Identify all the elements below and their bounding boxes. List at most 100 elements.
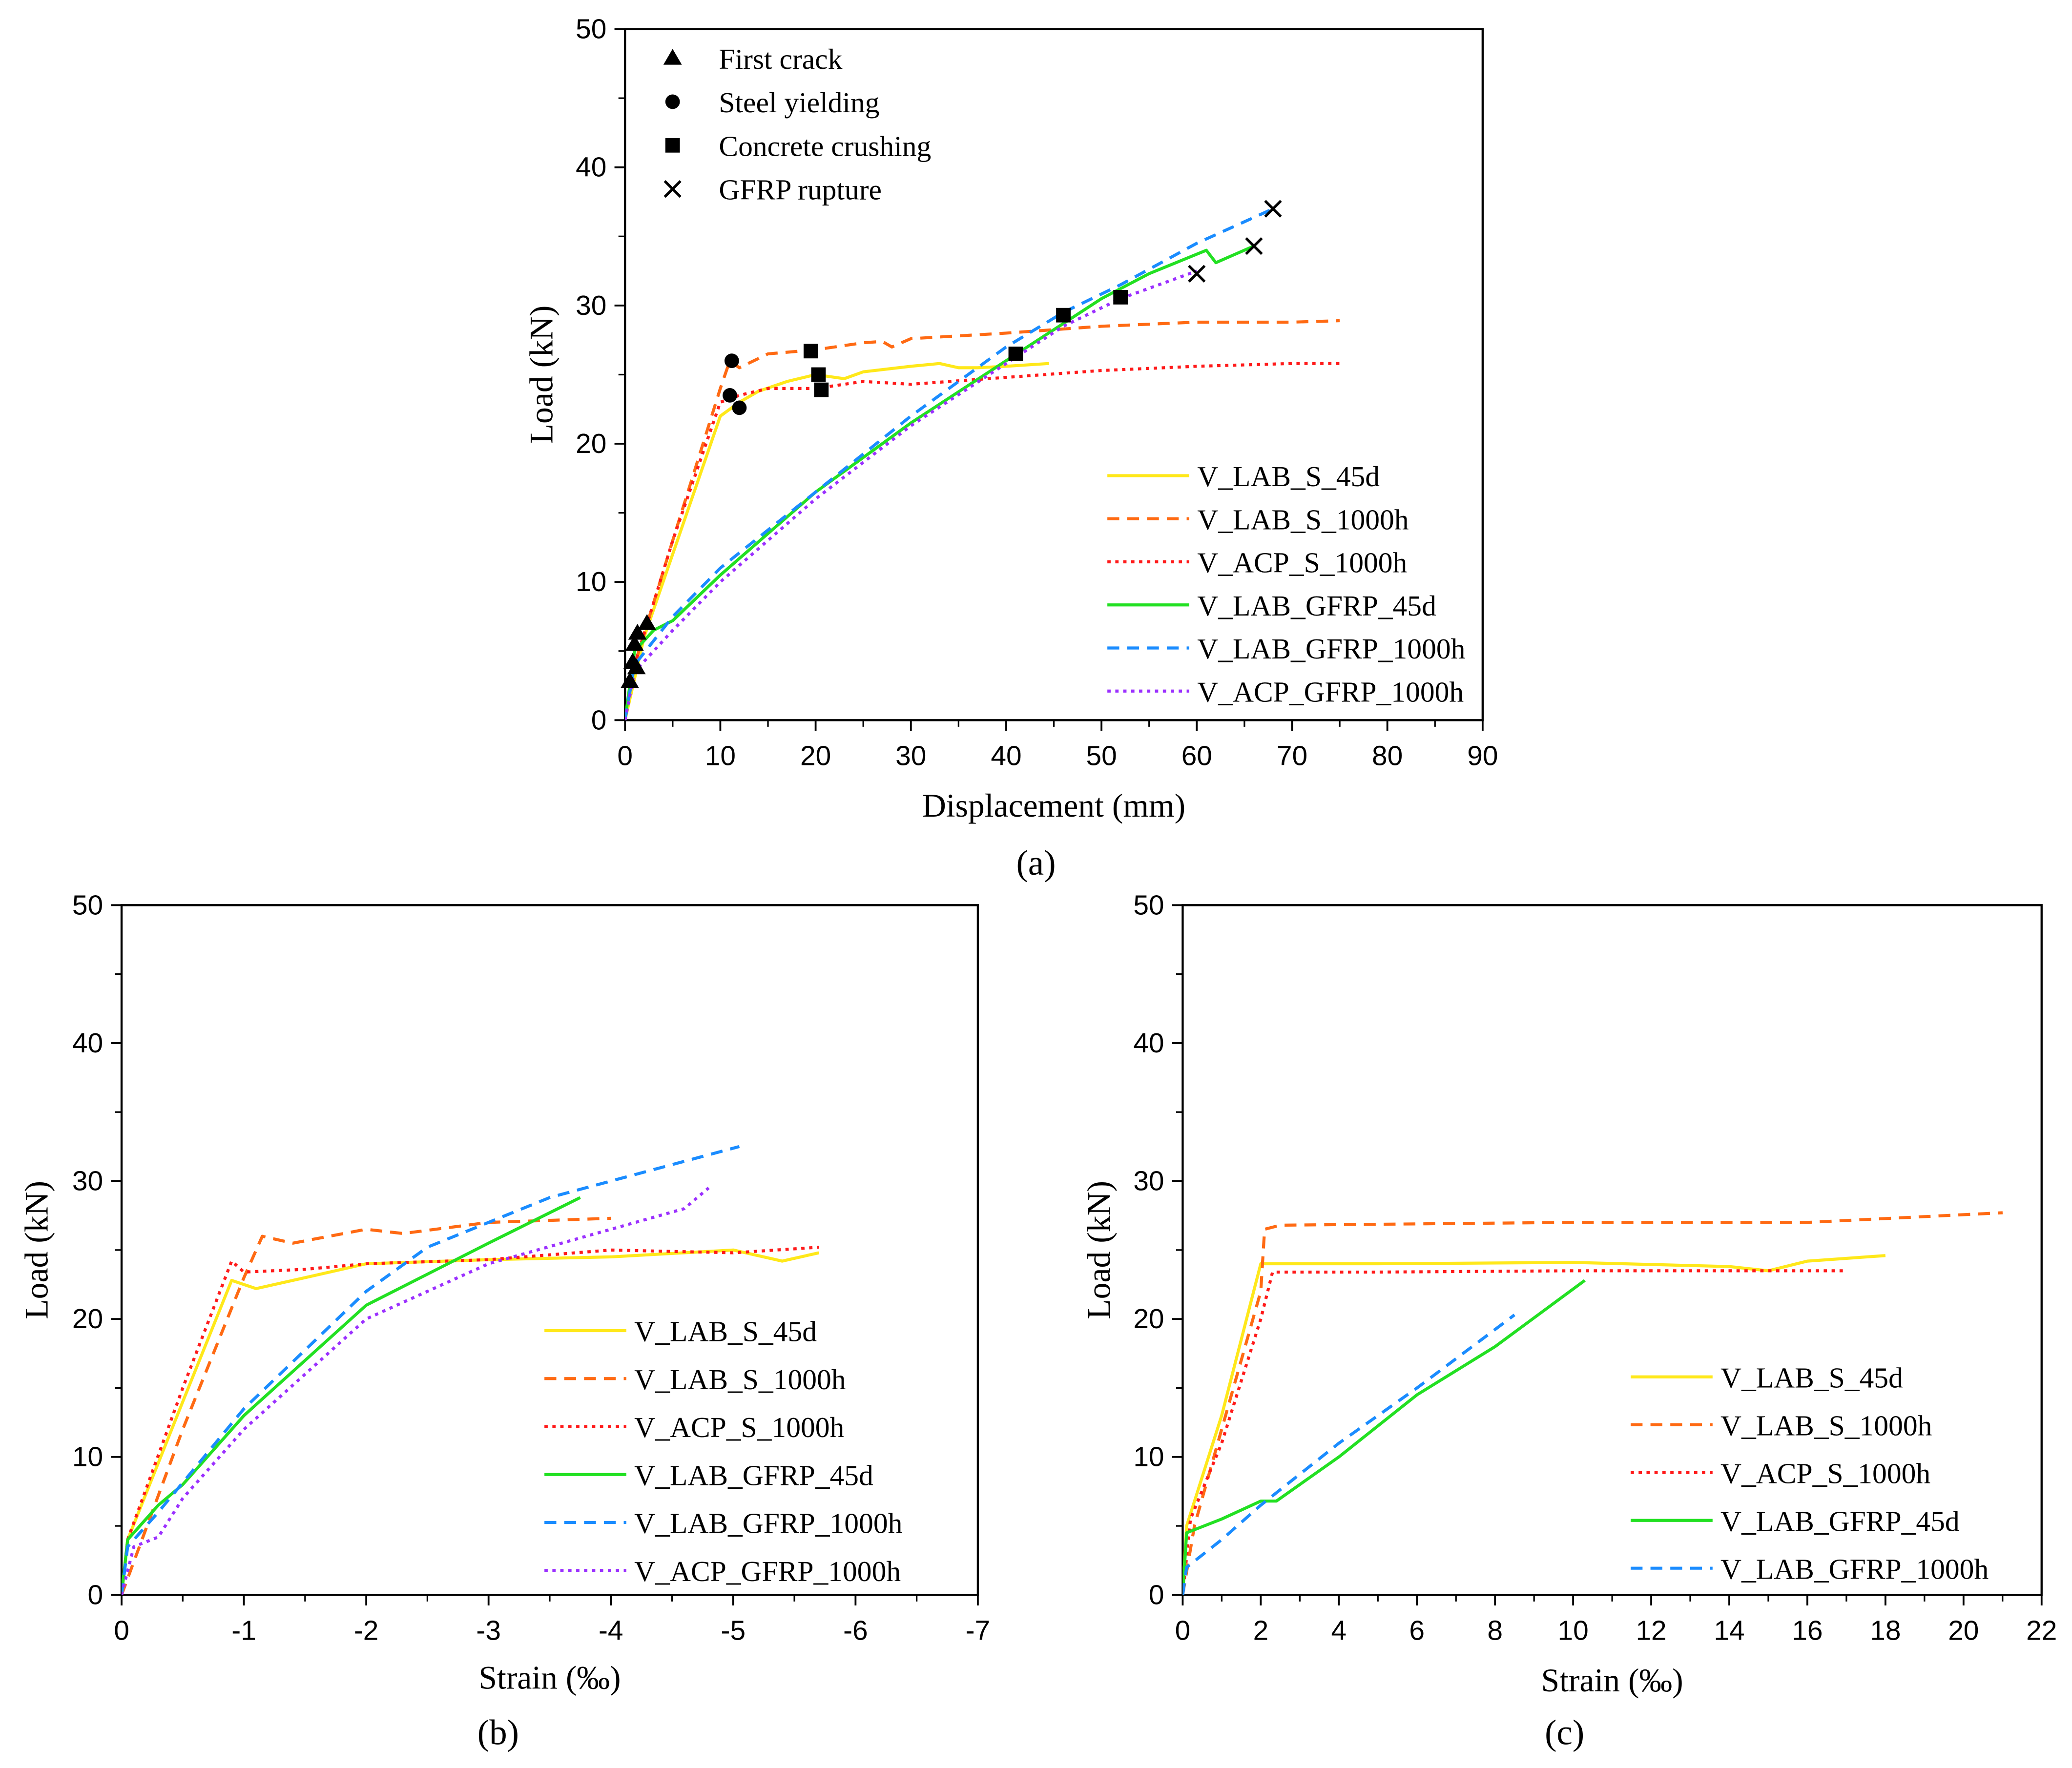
x-tick-label: 60 bbox=[1181, 740, 1212, 771]
y-axis-label: Load (kN) bbox=[18, 1181, 55, 1319]
y-tick-label: 40 bbox=[72, 1028, 103, 1059]
legend-label: V_LAB_S_45d bbox=[1720, 1361, 1903, 1394]
x-tick-label: 18 bbox=[1870, 1615, 1901, 1646]
series-line-V_LAB_GFRP_1000h bbox=[122, 1145, 740, 1595]
legend-label: V_ACP_S_1000h bbox=[634, 1411, 844, 1443]
x-axis-label: Strain (‰) bbox=[1541, 1662, 1683, 1699]
y-tick-label: 50 bbox=[1133, 890, 1164, 921]
legend-label: V_LAB_S_1000h bbox=[1197, 503, 1409, 535]
marker-square bbox=[1008, 347, 1023, 361]
legend-label: V_LAB_GFRP_1000h bbox=[634, 1507, 902, 1540]
y-tick-label: 50 bbox=[72, 890, 103, 921]
x-tick-label: -2 bbox=[354, 1615, 379, 1646]
y-axis-label: Load (kN) bbox=[1081, 1181, 1118, 1319]
series-line-V_ACP_S_1000h bbox=[122, 1246, 819, 1595]
y-tick-label: 50 bbox=[576, 14, 606, 45]
x-tick-label: 22 bbox=[2026, 1615, 2057, 1646]
x-tick-label: 90 bbox=[1467, 740, 1498, 771]
marker-triangle bbox=[625, 635, 644, 651]
x-tick-label: 0 bbox=[1175, 1615, 1191, 1646]
legend-label: V_LAB_GFRP_45d bbox=[1720, 1505, 1960, 1537]
series-line-V_LAB_S_45d bbox=[625, 362, 1049, 720]
x-tick-label: -1 bbox=[231, 1615, 256, 1646]
marker-cross bbox=[1264, 200, 1282, 218]
marker-legend-label: Concrete crushing bbox=[719, 130, 931, 162]
marker-legend-triangle-icon bbox=[663, 49, 682, 65]
legend-label: V_ACP_GFRP_1000h bbox=[1197, 676, 1464, 708]
x-tick-label: 10 bbox=[705, 740, 736, 771]
y-tick-label: 30 bbox=[1133, 1166, 1164, 1196]
y-tick-label: 10 bbox=[72, 1442, 103, 1473]
x-tick-label: 20 bbox=[800, 740, 831, 771]
x-axis-label: Strain (‰) bbox=[478, 1660, 621, 1696]
marker-triangle bbox=[627, 658, 646, 675]
y-tick-label: 0 bbox=[591, 705, 607, 736]
legend-label: V_ACP_S_1000h bbox=[1197, 547, 1407, 579]
legend-label: V_LAB_GFRP_1000h bbox=[1720, 1553, 1989, 1585]
y-tick-label: 40 bbox=[1133, 1028, 1164, 1059]
legend-label: V_LAB_S_1000h bbox=[1720, 1409, 1932, 1441]
marker-legend-label: Steel yielding bbox=[719, 86, 879, 119]
y-tick-label: 10 bbox=[576, 567, 606, 597]
series-line-V_LAB_GFRP_45d bbox=[122, 1196, 581, 1595]
legend-label: V_ACP_GFRP_1000h bbox=[634, 1555, 901, 1587]
x-tick-label: 4 bbox=[1331, 1615, 1347, 1646]
x-tick-label: 70 bbox=[1277, 740, 1307, 771]
series-line-V_LAB_S_45d bbox=[1182, 1254, 1886, 1595]
x-tick-label: 6 bbox=[1409, 1615, 1425, 1646]
series-line-V_ACP_GFRP_1000h bbox=[122, 1187, 710, 1595]
marker-square bbox=[1113, 289, 1128, 305]
legend-label: V_LAB_S_1000h bbox=[634, 1363, 846, 1396]
legend-label: V_LAB_S_45d bbox=[1197, 460, 1380, 493]
x-tick-label: -3 bbox=[476, 1615, 501, 1646]
chart-caption: (b) bbox=[477, 1712, 519, 1752]
y-tick-label: 0 bbox=[1149, 1580, 1164, 1610]
x-tick-label: 2 bbox=[1253, 1615, 1269, 1646]
x-tick-label: 40 bbox=[991, 740, 1021, 771]
marker-square bbox=[814, 382, 829, 397]
x-tick-label: 14 bbox=[1714, 1615, 1744, 1646]
x-tick-label: 80 bbox=[1372, 740, 1403, 771]
x-tick-label: -5 bbox=[721, 1615, 746, 1646]
x-tick-label: 20 bbox=[1948, 1615, 1979, 1646]
x-tick-label: -4 bbox=[599, 1615, 623, 1646]
y-axis-label: Load (kN) bbox=[523, 306, 559, 444]
y-tick-label: 20 bbox=[576, 429, 606, 459]
chart-caption: (a) bbox=[1016, 843, 1056, 883]
x-tick-label: 0 bbox=[114, 1615, 129, 1646]
x-tick-label: -6 bbox=[843, 1615, 868, 1646]
x-tick-label: 16 bbox=[1792, 1615, 1823, 1646]
marker-cross bbox=[1245, 237, 1263, 255]
marker-circle bbox=[732, 400, 747, 415]
chart-a: 0 10 20 30 40 50 60 70 80 90 0 10 20 30 40 50 Displaceme… bbox=[523, 14, 1498, 883]
x-tick-label: 50 bbox=[1086, 740, 1117, 771]
series-line-V_LAB_S_1000h bbox=[1182, 1211, 2003, 1595]
plot-frame bbox=[1181, 904, 2043, 1596]
marker-legend-circle-icon bbox=[665, 94, 680, 109]
series-line-V_LAB_GFRP_1000h bbox=[625, 207, 1274, 720]
legend-label: V_LAB_GFRP_45d bbox=[1197, 590, 1436, 622]
y-tick-label: 0 bbox=[88, 1580, 104, 1610]
marker-cross bbox=[1188, 265, 1206, 283]
series-line-V_LAB_GFRP_1000h bbox=[1182, 1314, 1515, 1595]
marker-circle bbox=[724, 353, 739, 369]
chart-b: 0 -1 -2 -3 -4 -5 -6 -7 0 10 20 30 40 50 Strain (‰) Load… bbox=[18, 890, 990, 1752]
legend-label: V_ACP_S_1000h bbox=[1720, 1457, 1930, 1489]
series-line-V_ACP_S_1000h bbox=[1182, 1269, 1846, 1595]
marker-legend-label: GFRP rupture bbox=[719, 174, 882, 206]
y-tick-label: 20 bbox=[1133, 1304, 1164, 1335]
marker-square bbox=[811, 367, 826, 382]
marker-square bbox=[803, 344, 818, 359]
marker-circle bbox=[723, 388, 737, 403]
series-line-V_LAB_S_45d bbox=[122, 1248, 819, 1595]
x-tick-label: 30 bbox=[895, 740, 926, 771]
chart-caption: (c) bbox=[1545, 1712, 1584, 1752]
y-tick-label: 40 bbox=[576, 152, 606, 183]
y-tick-label: 10 bbox=[1133, 1442, 1164, 1473]
series-line-V_LAB_GFRP_45d bbox=[625, 245, 1255, 720]
y-tick-label: 20 bbox=[72, 1304, 103, 1335]
marker-legend-label: First crack bbox=[719, 43, 842, 75]
chart-c: 0 2 4 6 8 10 12 14 16 18 20 22 0 10 20 30 40 50 Strain (‰)… bbox=[1081, 890, 2057, 1752]
series-line-V_LAB_GFRP_45d bbox=[1182, 1279, 1586, 1595]
